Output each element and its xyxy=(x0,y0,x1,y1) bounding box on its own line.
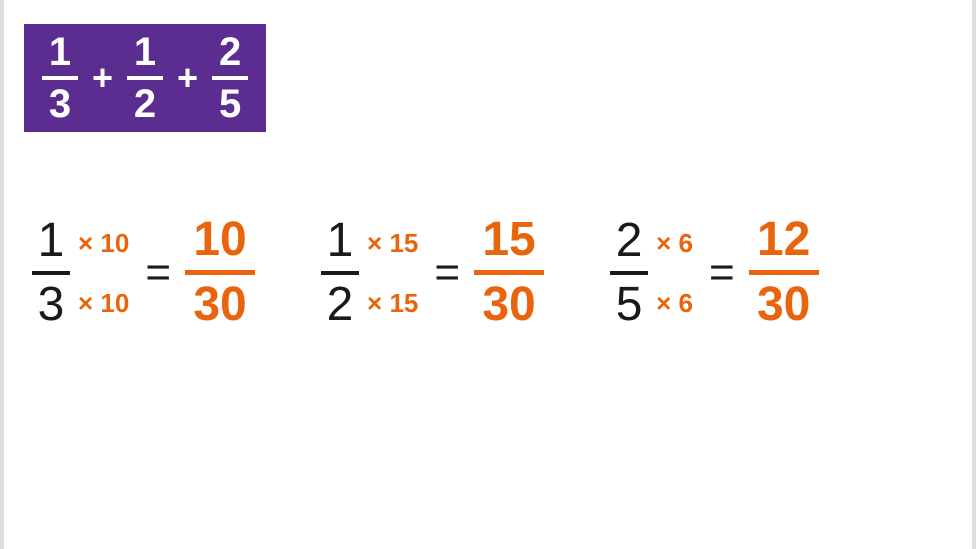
multiplier-column-1: × 10 × 10 xyxy=(78,230,129,316)
result-fraction-3-denominator: 30 xyxy=(757,281,810,329)
equals-sign-1: = xyxy=(145,248,171,298)
multiplier-2-bottom: × 15 xyxy=(367,290,418,316)
result-fraction-3: 12 30 xyxy=(749,216,819,329)
multiplier-column-3: × 6 × 6 xyxy=(656,230,693,316)
header-fraction-1: 1 3 xyxy=(42,32,78,124)
source-fraction-3-bar xyxy=(610,271,648,275)
source-fraction-3-denominator: 5 xyxy=(616,281,643,329)
equals-sign-3: = xyxy=(709,248,735,298)
result-fraction-1: 10 30 xyxy=(185,216,255,329)
header-plus-2: + xyxy=(177,57,198,99)
multiplier-2-top: × 15 xyxy=(367,230,418,256)
conversion-row: 1 3 × 10 × 10 = 10 30 1 2 × 15 xyxy=(32,216,952,329)
result-fraction-2-numerator: 15 xyxy=(482,216,535,264)
multiplier-1-bottom: × 10 xyxy=(78,290,129,316)
header-expression-box: 1 3 + 1 2 + 2 5 xyxy=(24,24,266,132)
conversion-group-1: 1 3 × 10 × 10 = 10 30 xyxy=(32,216,255,329)
result-fraction-2-bar xyxy=(474,270,544,275)
source-fraction-3: 2 5 xyxy=(610,217,648,329)
source-fraction-1-denominator: 3 xyxy=(38,281,65,329)
result-fraction-3-numerator: 12 xyxy=(757,216,810,264)
header-fraction-1-numerator: 1 xyxy=(49,32,71,72)
header-fraction-2-bar xyxy=(127,76,163,80)
source-fraction-2-numerator: 1 xyxy=(327,217,354,265)
source-fraction-2-denominator: 2 xyxy=(327,281,354,329)
header-fraction-2-denominator: 2 xyxy=(134,84,156,124)
header-fraction-1-denominator: 3 xyxy=(49,84,71,124)
source-fraction-1-bar xyxy=(32,271,70,275)
source-fraction-1: 1 3 xyxy=(32,217,70,329)
source-fraction-2: 1 2 xyxy=(321,217,359,329)
header-plus-1: + xyxy=(92,57,113,99)
result-fraction-1-bar xyxy=(185,270,255,275)
equals-sign-2: = xyxy=(434,248,460,298)
header-fraction-3: 2 5 xyxy=(212,32,248,124)
header-fraction-3-denominator: 5 xyxy=(219,84,241,124)
source-fraction-2-bar xyxy=(321,271,359,275)
result-fraction-1-denominator: 30 xyxy=(193,281,246,329)
result-fraction-3-bar xyxy=(749,270,819,275)
header-fraction-3-numerator: 2 xyxy=(219,32,241,72)
source-fraction-1-numerator: 1 xyxy=(38,217,65,265)
conversion-group-2: 1 2 × 15 × 15 = 15 30 xyxy=(321,216,544,329)
source-fraction-3-numerator: 2 xyxy=(616,217,643,265)
multiplier-3-top: × 6 xyxy=(656,230,693,256)
header-fraction-2: 1 2 xyxy=(127,32,163,124)
result-fraction-2: 15 30 xyxy=(474,216,544,329)
result-fraction-1-numerator: 10 xyxy=(193,216,246,264)
page-canvas: 1 3 + 1 2 + 2 5 1 3 × 10 × 10 xyxy=(4,0,972,549)
header-fraction-3-bar xyxy=(212,76,248,80)
multiplier-column-2: × 15 × 15 xyxy=(367,230,418,316)
header-fraction-1-bar xyxy=(42,76,78,80)
header-fraction-2-numerator: 1 xyxy=(134,32,156,72)
multiplier-3-bottom: × 6 xyxy=(656,290,693,316)
result-fraction-2-denominator: 30 xyxy=(482,281,535,329)
conversion-group-3: 2 5 × 6 × 6 = 12 30 xyxy=(610,216,819,329)
multiplier-1-top: × 10 xyxy=(78,230,129,256)
